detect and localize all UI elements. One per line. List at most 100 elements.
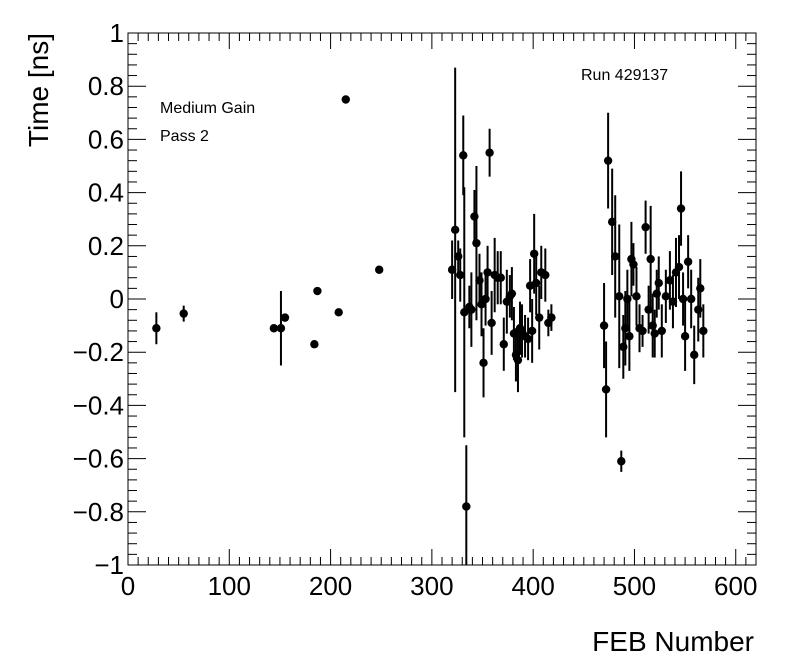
annotation-gain: Medium Gain bbox=[160, 100, 255, 117]
data-point bbox=[686, 269, 696, 329]
point-marker bbox=[646, 254, 655, 264]
data-point bbox=[479, 328, 488, 398]
point-marker bbox=[535, 313, 544, 322]
y-tick-label: −1 bbox=[94, 550, 124, 580]
data-point bbox=[654, 256, 663, 310]
data-point bbox=[683, 235, 693, 289]
data-point bbox=[460, 187, 469, 438]
y-tick-label: −0.4 bbox=[73, 390, 124, 420]
point-marker bbox=[661, 292, 671, 301]
point-marker bbox=[459, 151, 468, 160]
y-axis-title: Time [ns] bbox=[23, 33, 54, 147]
point-marker bbox=[375, 265, 384, 274]
point-marker bbox=[617, 457, 626, 466]
x-tick-label: 200 bbox=[309, 571, 352, 601]
point-marker bbox=[523, 334, 533, 344]
data-point bbox=[496, 251, 505, 305]
x-tick-label: 300 bbox=[410, 571, 453, 601]
data-point bbox=[699, 304, 708, 358]
y-tick-labels: −1 −0.8 −0.6 −0.4 −0.2 0 0.2 0.4 0.6 0.8 1 bbox=[73, 18, 124, 580]
data-point bbox=[375, 265, 384, 274]
data-point bbox=[603, 112, 613, 209]
point-marker bbox=[641, 222, 650, 232]
point-marker bbox=[269, 324, 279, 333]
point-marker bbox=[599, 321, 609, 330]
data-point bbox=[657, 304, 666, 358]
point-marker bbox=[686, 294, 696, 304]
data-point bbox=[472, 166, 481, 321]
point-marker bbox=[674, 262, 684, 272]
point-marker bbox=[611, 252, 620, 261]
data-point bbox=[599, 283, 609, 369]
x-tick-label: 500 bbox=[613, 571, 656, 601]
x-tick-label: 600 bbox=[714, 571, 757, 601]
data-point bbox=[499, 317, 508, 371]
data-point bbox=[485, 128, 494, 177]
data-point bbox=[625, 301, 634, 371]
data-point bbox=[467, 272, 476, 347]
data-point bbox=[462, 445, 471, 565]
data-point bbox=[629, 243, 638, 286]
data-point bbox=[678, 272, 688, 326]
point-marker bbox=[699, 326, 708, 336]
data-point bbox=[641, 200, 650, 254]
y-tick-label: 0.8 bbox=[88, 71, 124, 101]
point-marker bbox=[334, 308, 343, 317]
data-point bbox=[617, 450, 626, 472]
point-marker bbox=[632, 292, 641, 301]
data-point bbox=[269, 324, 279, 333]
point-marker bbox=[483, 268, 492, 277]
point-marker bbox=[462, 502, 471, 511]
data-point bbox=[680, 301, 690, 371]
data-point bbox=[513, 328, 523, 393]
point-marker bbox=[456, 270, 465, 280]
data-point bbox=[541, 248, 550, 302]
point-marker bbox=[467, 305, 476, 314]
x-tick-label: 0 bbox=[121, 571, 135, 601]
point-marker bbox=[676, 204, 686, 213]
point-marker bbox=[310, 340, 319, 349]
data-point bbox=[527, 299, 537, 363]
point-marker bbox=[479, 358, 488, 368]
data-point bbox=[276, 291, 286, 366]
point-marker bbox=[472, 238, 481, 248]
data-point bbox=[310, 340, 319, 349]
axis-ticks bbox=[127, 32, 757, 566]
data-points bbox=[152, 67, 708, 565]
data-point bbox=[676, 171, 686, 246]
data-point bbox=[674, 235, 684, 299]
x-tick-label: 400 bbox=[511, 571, 554, 601]
point-marker bbox=[179, 309, 188, 318]
y-tick-label: 0.2 bbox=[88, 231, 124, 261]
point-marker bbox=[450, 225, 460, 235]
data-point bbox=[483, 245, 492, 299]
data-point bbox=[523, 317, 533, 361]
point-marker bbox=[152, 324, 161, 333]
point-marker bbox=[690, 350, 699, 360]
data-point bbox=[459, 115, 468, 196]
y-tick-label: −0.2 bbox=[73, 337, 124, 367]
data-point bbox=[661, 269, 671, 323]
data-point bbox=[632, 267, 641, 326]
point-marker bbox=[615, 292, 624, 301]
y-tick-label: 1 bbox=[110, 18, 124, 48]
data-point bbox=[280, 313, 290, 322]
data-point bbox=[334, 308, 343, 317]
data-point bbox=[623, 269, 632, 329]
point-marker bbox=[547, 313, 556, 322]
point-marker bbox=[657, 326, 666, 336]
point-marker bbox=[460, 308, 469, 317]
data-point bbox=[615, 224, 624, 369]
data-point bbox=[601, 341, 611, 438]
point-marker bbox=[513, 355, 523, 365]
data-point bbox=[152, 312, 161, 345]
point-marker bbox=[499, 340, 508, 349]
point-marker bbox=[541, 270, 550, 280]
data-point bbox=[532, 251, 541, 315]
x-axis-title: FEB Number bbox=[592, 626, 754, 657]
annotation-pass: Pass 2 bbox=[160, 128, 209, 145]
data-point bbox=[487, 291, 496, 355]
y-tick-label: −0.8 bbox=[73, 497, 124, 527]
